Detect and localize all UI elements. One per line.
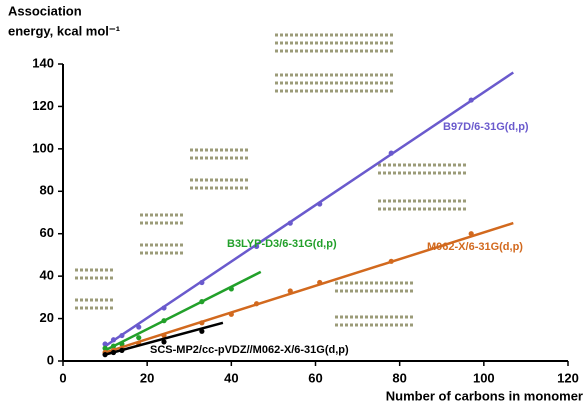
data-point (199, 320, 204, 325)
data-point (161, 305, 166, 310)
x-tick-label: 80 (392, 370, 406, 385)
y-tick-label: 0 (47, 352, 54, 367)
data-point (288, 221, 293, 226)
data-point (389, 259, 394, 264)
data-point (111, 337, 116, 342)
chart: Association energy, kcal mol⁻¹ Number of… (0, 0, 585, 405)
data-point (199, 280, 204, 285)
data-point (111, 350, 116, 355)
y-tick-label: 140 (32, 55, 54, 70)
y-tick-label: 60 (40, 225, 54, 240)
x-tick-label: 100 (473, 370, 495, 385)
data-point (119, 333, 124, 338)
data-point (229, 312, 234, 317)
y-axis-label: energy, kcal mol⁻¹ (8, 23, 120, 38)
data-point (136, 335, 141, 340)
y-tick-label: 120 (32, 98, 54, 113)
data-point (229, 286, 234, 291)
data-point (469, 97, 474, 102)
data-point (389, 151, 394, 156)
x-tick-label: 120 (557, 370, 579, 385)
x-tick-label: 60 (308, 370, 322, 385)
data-point (161, 318, 166, 323)
data-point (136, 324, 141, 329)
data-point (288, 288, 293, 293)
x-tick-label: 0 (59, 370, 66, 385)
data-point (102, 352, 107, 357)
molecule-images (75, 35, 468, 325)
data-point (469, 231, 474, 236)
data-point (317, 280, 322, 285)
x-axis-label: Number of carbons in monomer (386, 388, 583, 403)
series-label: B97D/6-31G(d,p) (443, 121, 529, 133)
data-point (199, 299, 204, 304)
x-tick-label: 20 (140, 370, 154, 385)
data-point (317, 201, 322, 206)
page: Association energy, kcal mol⁻¹ Number of… (0, 0, 585, 405)
data-point (199, 329, 204, 334)
y-tick-label: 40 (40, 268, 54, 283)
series-label: SCS-MP2/cc-pVDZ//M062-X/6-31G(d,p) (150, 344, 349, 356)
series-label: M062-X/6-31G(d,p) (427, 241, 523, 253)
y-axis-label: Association (8, 3, 82, 18)
y-tick-label: 80 (40, 183, 54, 198)
data-point (254, 301, 259, 306)
y-tick-label: 20 (40, 310, 54, 325)
data-point (119, 348, 124, 353)
y-tick-label: 100 (32, 140, 54, 155)
fit-line (105, 72, 513, 346)
series-label: B3LYP-D3/6-31G(d,p) (227, 238, 337, 250)
x-tick-label: 40 (224, 370, 238, 385)
